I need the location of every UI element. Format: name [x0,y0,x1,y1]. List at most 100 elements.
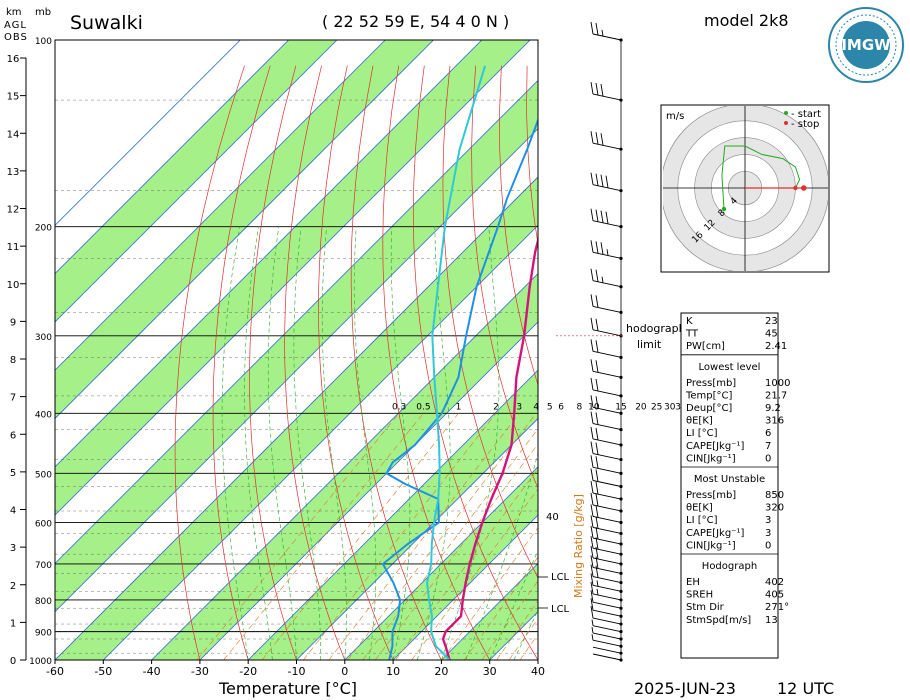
barb-anchor [619,562,623,566]
wind-barb [590,441,622,460]
mixing-ratio-line [395,468,538,660]
index-key: CAPE[Jkg⁻¹] [686,441,744,452]
barb-anchor [619,542,623,546]
pressure-tick-label: 300 [35,333,52,343]
mixing-ratio-line [347,413,537,660]
index-value: 850 [765,490,784,501]
index-key: Deup[°C] [686,403,732,414]
x-axis-title: Temperature [°C] [218,679,357,698]
wind-barb [590,359,622,378]
x-tick-label: -10 [288,665,306,678]
index-key: LI [°C] [686,515,718,526]
index-value: 405 [765,590,784,601]
index-key: Stm Dir [686,602,725,613]
dry-adiabat [861,66,910,673]
height-tick-label: 6 [10,430,16,441]
index-value: 1000 [765,378,790,389]
mixing-ratio-tick-label: 3 [516,402,522,412]
isotherm-line [55,40,338,323]
index-key: EH [686,577,700,588]
x-tick-label: 30 [483,665,497,678]
index-key: PW[cm] [686,341,725,352]
index-section-title: Lowest level [699,362,761,373]
mixing-ratio-tick-label: 0.3 [392,402,406,412]
index-value: 9.2 [765,403,781,414]
mixing-ratio-tick-label: 5 [547,402,553,412]
mixing-ratio-line [481,580,538,660]
plot-curves [174,65,910,673]
isotherm-line [55,40,241,226]
wind-barb [590,82,622,101]
index-value: 320 [765,503,784,514]
pressure-tick-label: 500 [35,470,52,480]
moist-adiabat [244,226,273,660]
isotherm-line [55,176,538,660]
wind-barbs [556,21,623,662]
dry-adiabat [499,65,538,386]
mixing-ratio-tick-label: 6 [558,402,564,412]
storm-motion-point [801,185,807,191]
mixing-ratio-line [519,633,538,660]
wind-barb [590,504,622,523]
height-tick-label: 0 [10,656,16,667]
isotherm-line [55,40,483,468]
wind-barb [590,605,622,625]
x-tick-label: -40 [143,665,161,678]
wind-barb [590,468,622,487]
index-value: 271° [765,602,789,613]
index-section-title: Hodograph [702,561,757,572]
wind-barb [590,339,622,358]
mixing-ratio-line [375,443,538,660]
index-value: 13 [765,615,778,626]
pressure-tick-label: 200 [35,224,52,234]
moist-adiabat [390,226,411,660]
isotherm-line [55,40,386,371]
dry-adiabat [284,65,346,660]
barb-anchor [619,531,623,536]
barb-anchor [619,644,623,648]
pressure-tick-label: 400 [35,410,52,420]
wind-barb [592,653,622,661]
wind-barb [590,21,622,41]
index-key: θE[K] [686,416,713,427]
annotation-0: 40 [546,512,559,523]
height-tick-label: 10 [7,280,20,291]
dry-adiabat [212,65,271,660]
moist-adiabat [513,609,538,660]
agl-label: AGL [4,20,27,31]
wind-barb [590,573,622,592]
temperature-curve [441,235,538,660]
moist-adiabat [353,226,377,660]
annotation-2: LCL [551,604,570,615]
pressure-tick-label: 1000 [29,657,52,667]
mixing-ratio-line [328,413,520,660]
index-value: 6 [765,428,771,439]
hodograph-limit-label-2: limit [637,338,662,351]
isotherm-line [199,321,538,660]
height-tick-label: 9 [10,317,16,328]
dry-adiabat [382,65,491,660]
wind-barb [590,598,622,617]
x-tick-label: -20 [239,665,257,678]
hodograph-start-point [721,206,727,212]
x-tick-label: -30 [191,665,209,678]
wind-barb [590,564,622,583]
height-tick-label: 15 [7,92,20,103]
mixing-ratio-line [441,527,538,660]
moist-adiabat [321,226,347,660]
index-key: K [686,316,693,327]
dry-adiabat [887,66,910,673]
wind-barb [590,455,622,474]
dry-adiabat [835,66,910,673]
index-value: 7 [765,441,771,452]
wind-barb [590,426,622,446]
indices-panel: K 23 TT 45 PW[cm] 2.41 Lowest level Press[mb] 10… [680,312,790,659]
height-tick-label: 12 [7,205,20,216]
dry-adiabat [412,65,538,660]
isotherm-line [392,514,538,660]
mixing-ratio-line [196,413,400,660]
mixing-ratio-tick-label: 2 [493,402,499,412]
isotherm-line [55,40,531,516]
time-label: 12 UTC [777,679,834,698]
x-tick-label: -60 [46,665,64,678]
